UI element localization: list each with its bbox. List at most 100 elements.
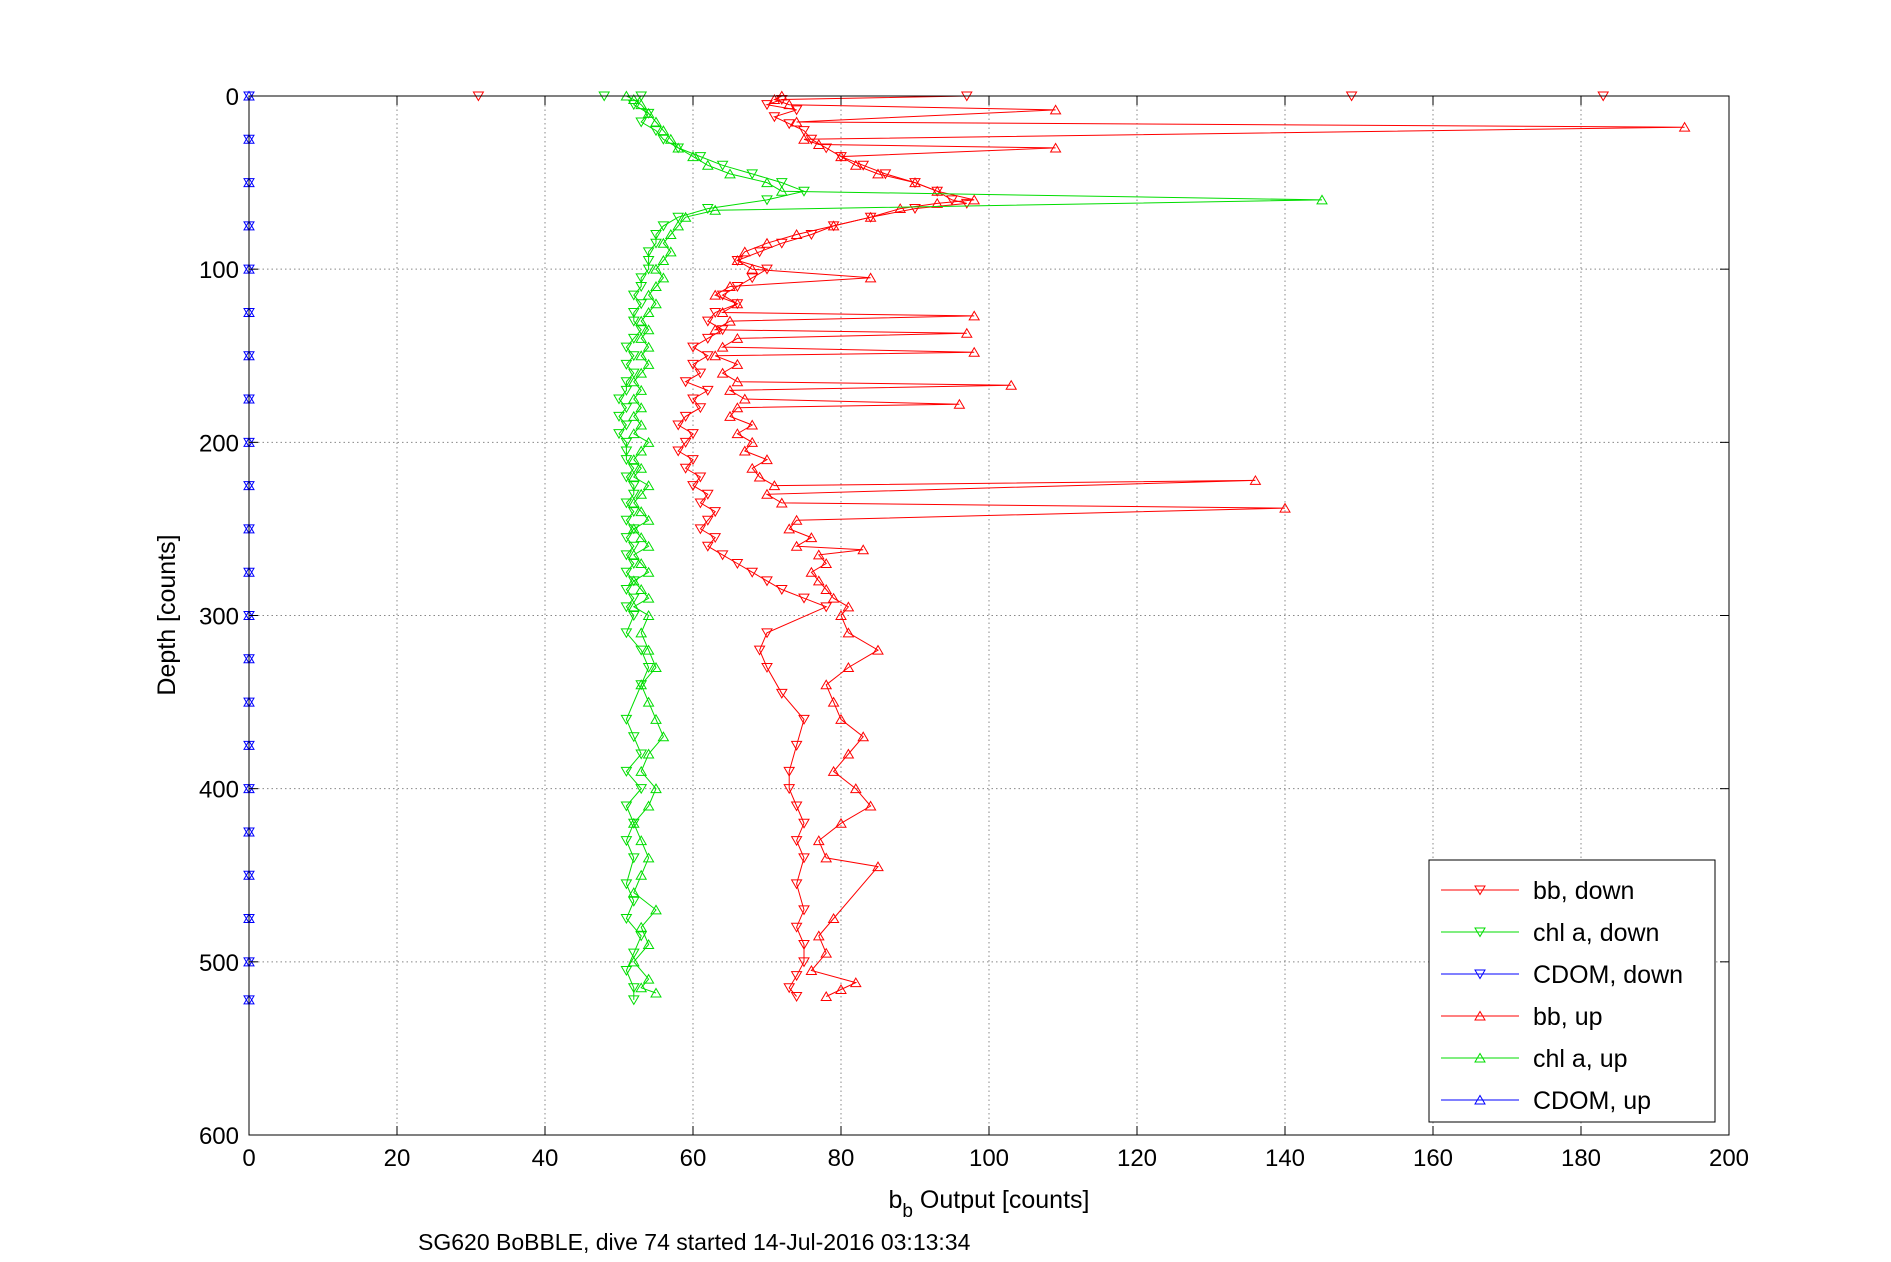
data-point-bb-down — [687, 342, 699, 353]
data-point-bb-up — [709, 324, 722, 335]
data-point-chl-a-up — [642, 644, 655, 655]
data-point-bb-up — [835, 610, 847, 620]
data-point-chl-a-up — [627, 817, 640, 828]
data-point-bb-down — [687, 429, 699, 440]
data-point-chl-a-up — [635, 921, 648, 932]
data-point-chl-a-up — [657, 237, 670, 248]
data-point-chl-a-down — [627, 853, 640, 864]
data-point-chl-a-down — [620, 965, 633, 976]
data-point-chl-a-down — [627, 351, 640, 362]
data-point-bb-up — [894, 203, 907, 214]
data-point-chl-a-up — [672, 142, 685, 153]
data-point-bb-up — [731, 428, 744, 439]
data-point-bb-up — [746, 462, 759, 473]
data-point-chl-a-up — [642, 800, 655, 811]
data-point-bb-down — [709, 533, 722, 544]
data-point-chl-a-down — [701, 204, 714, 215]
data-point-bb-up — [724, 315, 736, 326]
data-point-chl-a-up — [642, 939, 655, 950]
data-point-chl-a-up — [650, 713, 662, 724]
data-point-bb-up — [731, 402, 744, 413]
data-point-bb-up — [724, 410, 736, 421]
data-point-chl-a-down — [620, 628, 633, 639]
data-point-bb-down — [946, 195, 958, 206]
data-point-bb-down — [761, 662, 773, 673]
data-point-chl-a-up — [642, 514, 655, 525]
data-point-bb-down — [798, 957, 810, 968]
data-point-chl-a-up — [635, 488, 648, 499]
data-point-bb-up — [960, 327, 973, 338]
data-point-chl-a-down — [613, 429, 625, 440]
data-point-bb-up — [790, 540, 803, 551]
data-point-chl-a-down — [642, 662, 655, 673]
data-point-chl-a-down — [694, 152, 707, 163]
data-point-chl-a-down — [620, 567, 633, 578]
data-point-bb-up — [1049, 104, 1062, 115]
y-tick-label: 100 — [199, 257, 239, 284]
data-point-bb-down — [857, 160, 870, 171]
data-point-bb-down — [753, 645, 766, 656]
data-point-chl-a-up — [642, 341, 655, 352]
data-point-chl-a-up — [627, 471, 640, 482]
data-point-bb-down — [672, 446, 685, 457]
legend-label-bb-up: bb, up — [1533, 1003, 1603, 1031]
data-point-chl-a-down — [627, 896, 640, 907]
data-point-bb-up — [805, 566, 818, 577]
data-point-bb-down — [798, 714, 810, 725]
data-point-bb-down — [716, 550, 729, 561]
data-point-chl-a-down — [620, 766, 633, 777]
data-point-chl-a-down — [627, 290, 640, 301]
data-point-bb-down — [768, 112, 781, 123]
data-point-chl-a-down — [627, 948, 640, 959]
data-point-chl-a-up — [657, 272, 670, 283]
data-point-chl-a-up — [642, 436, 655, 447]
data-point-chl-a-up — [657, 731, 670, 742]
legend-marker-chl-a-down — [1474, 927, 1486, 938]
data-point-chl-a-up — [627, 601, 640, 612]
data-point-bb-up — [842, 601, 855, 612]
data-point-chl-a-down — [620, 879, 633, 890]
data-point-chl-a-up — [627, 454, 640, 465]
data-point-chl-a-down — [613, 394, 625, 405]
data-point-chl-a-down — [657, 221, 670, 232]
data-point-chl-a-up — [627, 549, 640, 560]
data-point-chl-a-down — [635, 325, 648, 336]
data-point-bb-down — [798, 593, 810, 604]
data-point-bb-up — [812, 549, 825, 560]
data-point-bb-up — [812, 930, 825, 941]
data-point-bb-up — [820, 852, 833, 863]
data-point-bb-down — [672, 420, 685, 431]
figure-caption: SG620 BoBBLE, dive 74 started 14-Jul-201… — [418, 1229, 971, 1255]
data-point-bb-up — [812, 835, 825, 846]
data-point-chl-a-down — [620, 801, 633, 812]
data-point-chl-a-up — [627, 956, 640, 967]
data-point-chl-a-down — [635, 645, 648, 656]
data-point-bb-down — [753, 247, 766, 258]
x-tick-label: 0 — [242, 1145, 255, 1172]
data-point-bb-up — [805, 532, 818, 543]
data-point-bb-up — [1049, 142, 1062, 153]
data-point-bb-up — [709, 289, 722, 300]
series-line-chl-a-down — [604, 95, 806, 1000]
data-point-chl-a-down — [650, 238, 662, 249]
x-tick-label: 120 — [1117, 1145, 1157, 1172]
data-point-bb-down — [761, 576, 773, 587]
data-point-chl-a-up — [650, 987, 662, 998]
axis-ticks: 0 20 40 60 80 100 120 140 160 180 200 0 100 200 300 400… — [199, 84, 1749, 1172]
data-point-bb-down — [775, 688, 788, 699]
data-point-chl-a-up — [650, 661, 662, 672]
x-tick-label: 80 — [828, 1145, 855, 1172]
data-point-chl-a-up — [627, 410, 640, 421]
x-tick-label: 140 — [1265, 1145, 1305, 1172]
data-point-chl-a-down — [627, 368, 640, 379]
data-point-bb-down — [694, 524, 707, 535]
data-point-chl-a-down — [620, 377, 633, 388]
data-point-chl-a-down — [627, 100, 640, 111]
data-point-chl-a-up — [635, 982, 648, 993]
data-point-bb-up — [746, 436, 759, 447]
data-point-chl-a-down — [620, 420, 633, 431]
data-point-chl-a-up — [627, 376, 640, 387]
x-tick-label: 180 — [1561, 1145, 1601, 1172]
data-point-chl-a-down — [613, 411, 625, 422]
data-point-bb-up — [953, 398, 966, 409]
